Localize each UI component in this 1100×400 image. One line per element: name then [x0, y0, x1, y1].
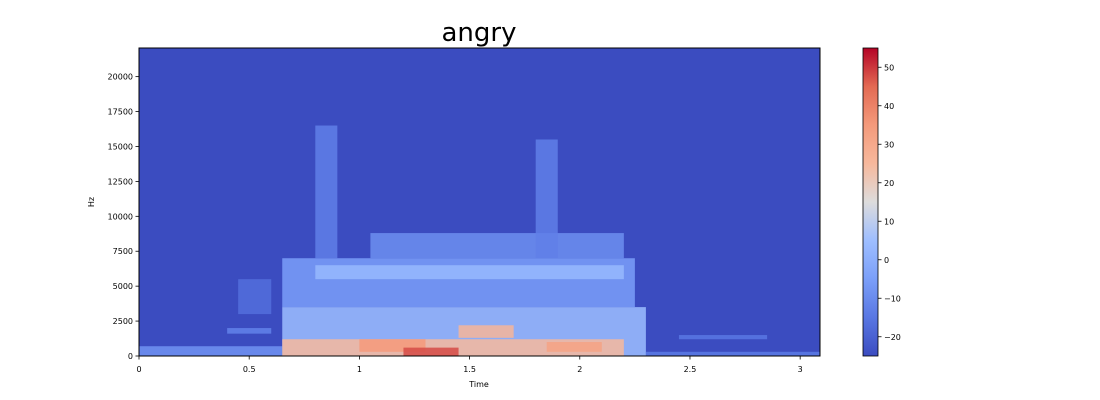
- x-tick-label: 2: [577, 365, 582, 374]
- x-tick-label: 1.5: [463, 365, 476, 374]
- y-tick-label: 15000: [108, 142, 133, 151]
- y-tick-label: 17500: [108, 108, 133, 117]
- colorbar-tick-label: 0: [884, 256, 889, 265]
- plot-frame: [138, 47, 821, 357]
- colorbar-tick-label: 50: [884, 63, 894, 72]
- energy-region: [678, 335, 768, 340]
- plot-area: [139, 48, 820, 356]
- energy-region: [238, 279, 272, 315]
- colorbar-tick-label: 10: [884, 217, 894, 226]
- y-tick-label: 10000: [108, 212, 133, 221]
- y-tick-label: 12500: [108, 177, 133, 186]
- y-tick-label: 20000: [108, 73, 133, 82]
- x-tick-label: 0.5: [243, 365, 256, 374]
- y-tick-label: 0: [128, 352, 133, 361]
- y-tick-label: 7500: [113, 247, 133, 256]
- energy-region: [315, 265, 624, 280]
- x-axis: 0 0.5 1 1.5 2 2.5 3: [136, 356, 803, 374]
- energy-region: [139, 346, 283, 356]
- y-axis: 0 2500 5000 7500 10000 12500 15000 17500 20000: [108, 73, 139, 361]
- energy-region: [535, 139, 558, 259]
- energy-region: [403, 347, 459, 356]
- y-axis-label: Hz: [87, 197, 96, 207]
- x-tick-label: 1: [357, 365, 362, 374]
- energy-region: [315, 125, 338, 259]
- energy-regions: [139, 125, 820, 356]
- x-tick-label: 2.5: [684, 365, 697, 374]
- energy-region: [370, 233, 624, 259]
- energy-region: [546, 342, 602, 352]
- colorbar: [862, 47, 879, 357]
- chart-title: angry: [442, 18, 517, 48]
- energy-region: [227, 328, 272, 334]
- colorbar-tick-label: 30: [884, 140, 894, 149]
- y-tick-label: 5000: [113, 282, 133, 291]
- x-tick-label: 3: [798, 365, 803, 374]
- colorbar-tick-label: 40: [884, 102, 894, 111]
- colorbar-tick-label: 20: [884, 179, 894, 188]
- energy-region: [458, 325, 514, 338]
- colorbar-tick-label: −10: [884, 294, 901, 303]
- colorbar-axis: −20 −10 0 10 20 30 40 50: [878, 63, 901, 342]
- y-tick-label: 2500: [113, 317, 133, 326]
- colorbar-tick-label: −20: [884, 333, 901, 342]
- x-tick-label: 0: [136, 365, 141, 374]
- x-axis-label: Time: [468, 380, 489, 389]
- energy-region: [645, 351, 820, 356]
